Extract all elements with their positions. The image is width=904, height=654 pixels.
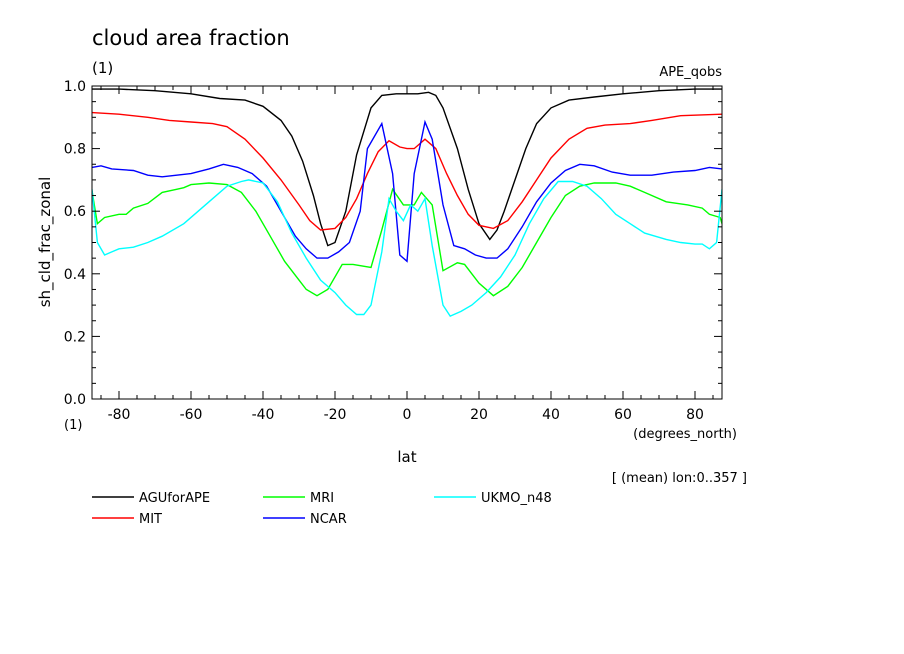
dataset-label: APE_qobs bbox=[659, 65, 722, 80]
x-tick-label: 80 bbox=[686, 407, 704, 423]
legend-label-MIT: MIT bbox=[139, 512, 162, 527]
axis-layer: 0.0 0.2 0.4 0.6 0.8 1.0 -80 -60 -40 -20 0 20 40 60 80 bbox=[64, 79, 723, 423]
legend-label-UKMO_n48: UKMO_n48 bbox=[481, 491, 552, 506]
mean-note: [ (mean) lon:0..357 ] bbox=[612, 471, 747, 486]
plot-frame bbox=[91, 85, 723, 400]
x-tick-label: -40 bbox=[252, 407, 275, 423]
series-line-UKMO_n48 bbox=[92, 179, 722, 317]
x-axis-units: (degrees_north) bbox=[633, 427, 737, 442]
x-tick-label: -20 bbox=[324, 407, 347, 423]
legend-label-AGUforAPE: AGUforAPE bbox=[139, 491, 210, 506]
x-tick-label: -80 bbox=[108, 407, 131, 423]
y-tick-label: 0.6 bbox=[64, 204, 86, 220]
y-tick-label: 0.4 bbox=[64, 267, 86, 283]
legend: AGUforAPE MIT MRI NCAR UKMO_n48 bbox=[92, 491, 552, 527]
y-axis-units: (1) bbox=[64, 418, 82, 433]
y-tick-label: 1.0 bbox=[64, 79, 86, 95]
x-tick-label: 0 bbox=[403, 407, 412, 423]
x-tick-label: 60 bbox=[614, 407, 632, 423]
y-tick-label: 0.2 bbox=[64, 329, 86, 345]
legend-label-NCAR: NCAR bbox=[310, 512, 347, 527]
y-tick-label: 0.0 bbox=[64, 392, 86, 408]
series-line-AGUforAPE bbox=[92, 88, 722, 247]
chart-title: cloud area fraction bbox=[92, 26, 290, 50]
y-tick-label: 0.8 bbox=[64, 142, 86, 158]
series-line-MIT bbox=[92, 111, 722, 231]
series-line-MRI bbox=[92, 182, 722, 297]
x-axis-label: lat bbox=[397, 448, 416, 466]
series-line-NCAR bbox=[92, 119, 722, 263]
units-label: (1) bbox=[92, 59, 113, 77]
legend-label-MRI: MRI bbox=[310, 491, 334, 506]
x-tick-label: -60 bbox=[180, 407, 203, 423]
series-layer bbox=[92, 88, 722, 317]
x-tick-label: 20 bbox=[470, 407, 488, 423]
y-axis-label: sh_cld_frac_zonal bbox=[36, 177, 55, 308]
x-tick-label: 40 bbox=[542, 407, 560, 423]
